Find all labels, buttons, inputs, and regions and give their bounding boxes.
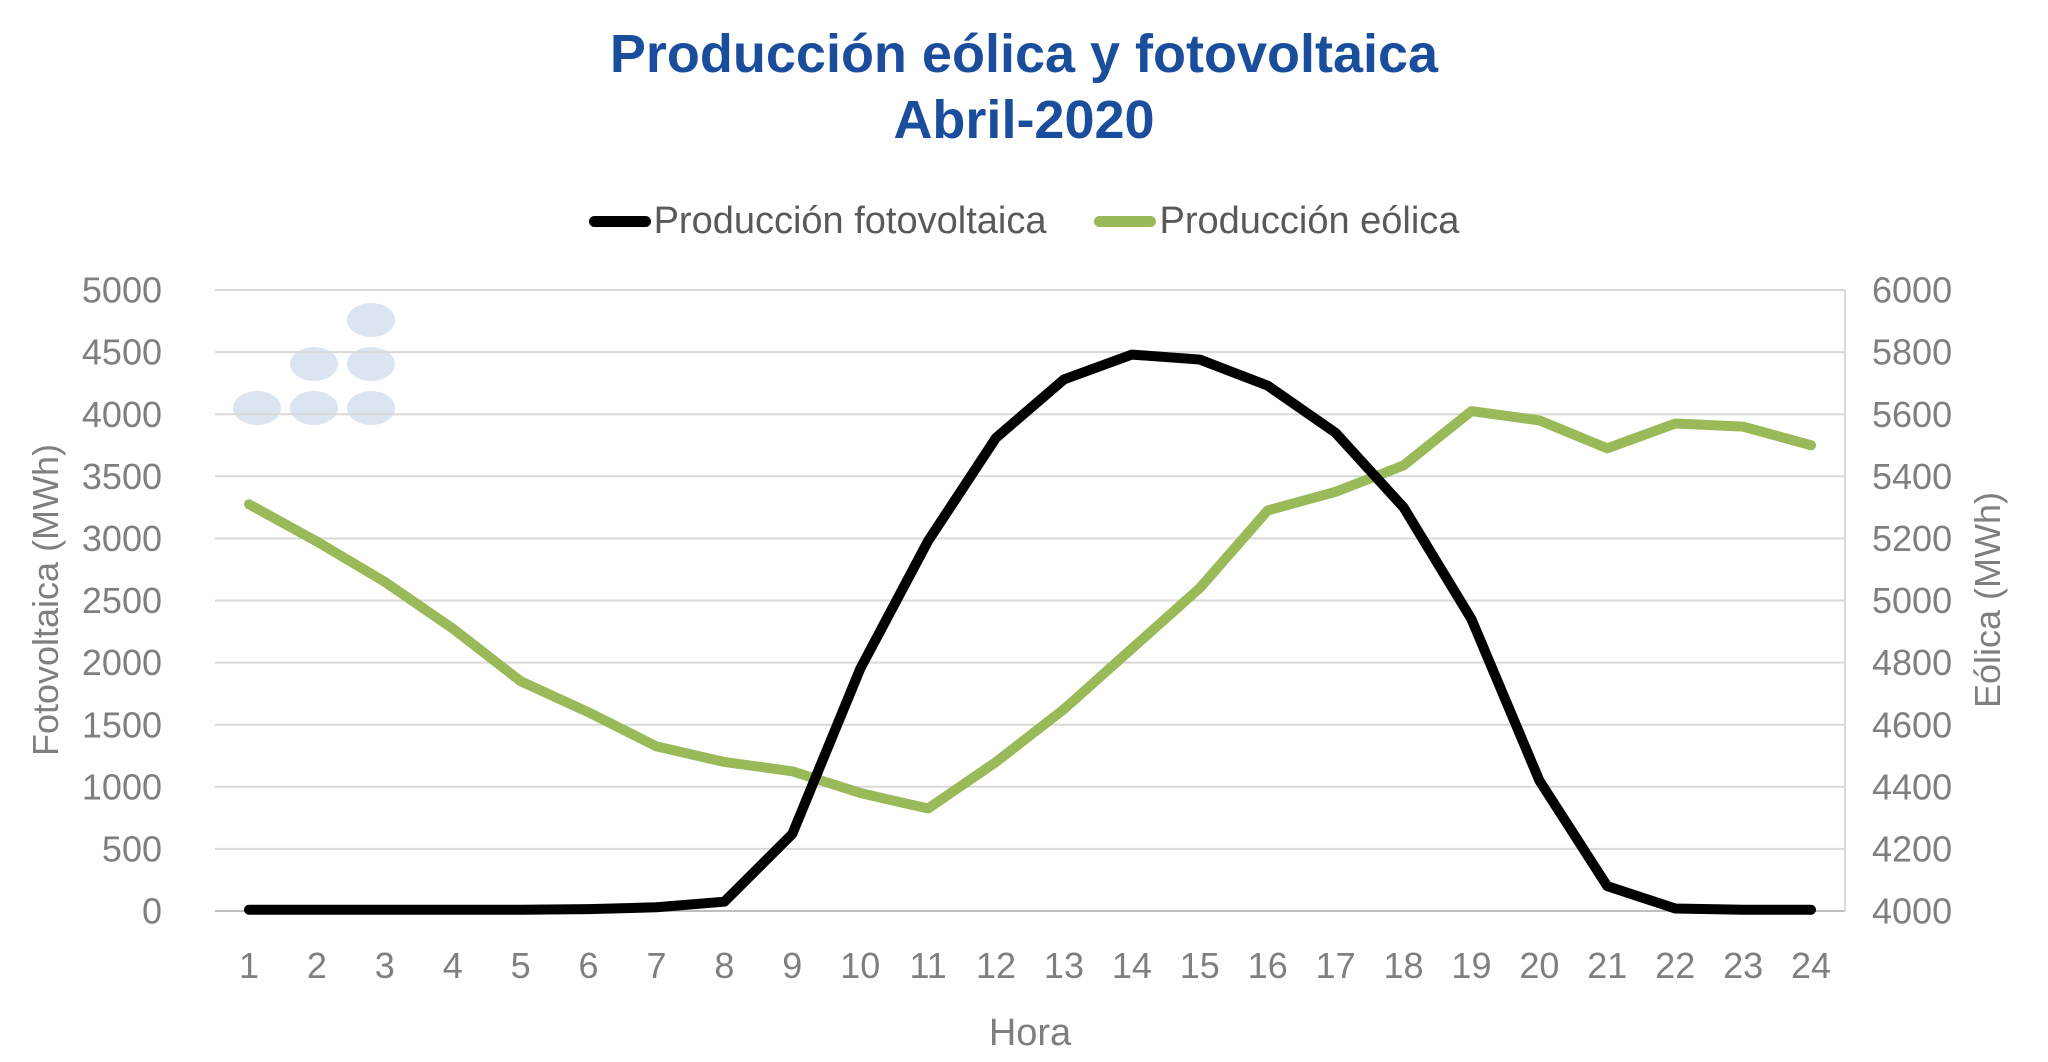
chart-title-line1: Producción eólica y fotovoltaica: [609, 24, 1439, 84]
right-axis-tick: 5600: [1872, 394, 1952, 435]
left-axis-title: Fotovoltaica (MWh): [25, 444, 66, 756]
right-axis-tick: 4600: [1872, 704, 1952, 745]
left-axis-tick: 1000: [82, 766, 162, 807]
x-axis-tick: 3: [375, 945, 395, 986]
right-axis-title: Eólica (MWh): [1967, 492, 2008, 708]
right-axis-tick: 5400: [1872, 456, 1952, 497]
x-axis-tick: 17: [1316, 945, 1356, 986]
x-axis-tick: 5: [511, 945, 531, 986]
left-axis-tick: 3000: [82, 518, 162, 559]
x-axis-tick: 14: [1112, 945, 1152, 986]
legend-item-eolica: Producción eólica: [1094, 200, 1459, 243]
legend-swatch-eolica-icon: [1094, 216, 1157, 227]
watermark-dot: [347, 391, 395, 425]
chart-title-line2: Abril-2020: [893, 89, 1155, 150]
left-axis-tick: 2000: [82, 642, 162, 683]
left-axis-tick: 500: [102, 829, 162, 870]
left-axis-tick: 3500: [82, 456, 162, 497]
right-axis-tick: 6000: [1872, 270, 1952, 311]
left-axis-tick: 2500: [82, 580, 162, 621]
left-axis-tick: 5000: [82, 270, 162, 311]
x-axis-tick: 4: [443, 945, 463, 986]
watermark-dot: [290, 347, 338, 381]
x-axis-tick: 9: [782, 945, 802, 986]
right-axis-tick: 4200: [1872, 829, 1952, 870]
x-axis-tick: 2: [307, 945, 327, 986]
watermark-dot: [347, 347, 395, 381]
x-axis-tick: 20: [1519, 945, 1559, 986]
legend-label-eolica: Producción eólica: [1159, 200, 1460, 242]
watermark-dots: [233, 303, 395, 425]
chart-title: Producción eólica y fotovoltaica Abril-2…: [0, 22, 2048, 154]
x-axis-tick: 19: [1451, 945, 1491, 986]
gridlines: [215, 289, 1845, 912]
series-line-eolica: [243, 406, 1817, 814]
x-axis-title: Hora: [989, 1012, 1072, 1054]
right-axis-tick: 5800: [1872, 332, 1952, 373]
x-axis-tick: 11: [909, 945, 946, 986]
axis-tick-labels: 0 500 1000 1500 2000 2500 3000 3500 4000 4500 5000…: [82, 270, 1952, 986]
x-axis-tick: 16: [1248, 945, 1288, 986]
x-axis-tick: 8: [714, 945, 734, 986]
x-axis-tick: 23: [1723, 945, 1763, 986]
left-axis-tick: 4000: [82, 394, 162, 435]
legend-item-fotovoltaica: Producción fotovoltaica: [588, 200, 1047, 243]
right-axis-tick: 4400: [1872, 766, 1952, 807]
x-axis-tick: 12: [976, 945, 1016, 986]
right-axis-tick: 5200: [1872, 518, 1952, 559]
right-axis-tick: 4800: [1872, 642, 1952, 683]
x-axis-tick: 13: [1044, 945, 1084, 986]
x-axis-tick: 21: [1587, 945, 1627, 986]
series-line-fotovoltaica: [243, 349, 1817, 915]
right-axis-tick: 4000: [1872, 891, 1952, 932]
x-axis-tick: 10: [840, 945, 880, 986]
x-axis-tick: 24: [1791, 945, 1831, 986]
right-axis-tick: 5000: [1872, 580, 1952, 621]
watermark-dot: [347, 303, 395, 337]
left-axis-tick: 1500: [82, 704, 162, 745]
x-axis-tick: 22: [1655, 945, 1695, 986]
x-axis-tick: 1: [239, 945, 259, 986]
watermark-dot: [233, 391, 281, 425]
left-axis-tick: 4500: [82, 332, 162, 373]
x-axis-tick: 18: [1384, 945, 1424, 986]
watermark-dot: [290, 391, 338, 425]
x-axis-tick: 7: [646, 945, 666, 986]
legend-swatch-fotovoltaica-icon: [588, 216, 651, 227]
x-axis-tick: 15: [1180, 945, 1220, 986]
left-axis-tick: 0: [142, 891, 162, 932]
x-axis-tick: 6: [579, 945, 599, 986]
legend: Producción fotovoltaica Producción eólic…: [0, 200, 2048, 243]
legend-label-fotovoltaica: Producción fotovoltaica: [653, 200, 1047, 242]
series-lines: [243, 349, 1817, 915]
